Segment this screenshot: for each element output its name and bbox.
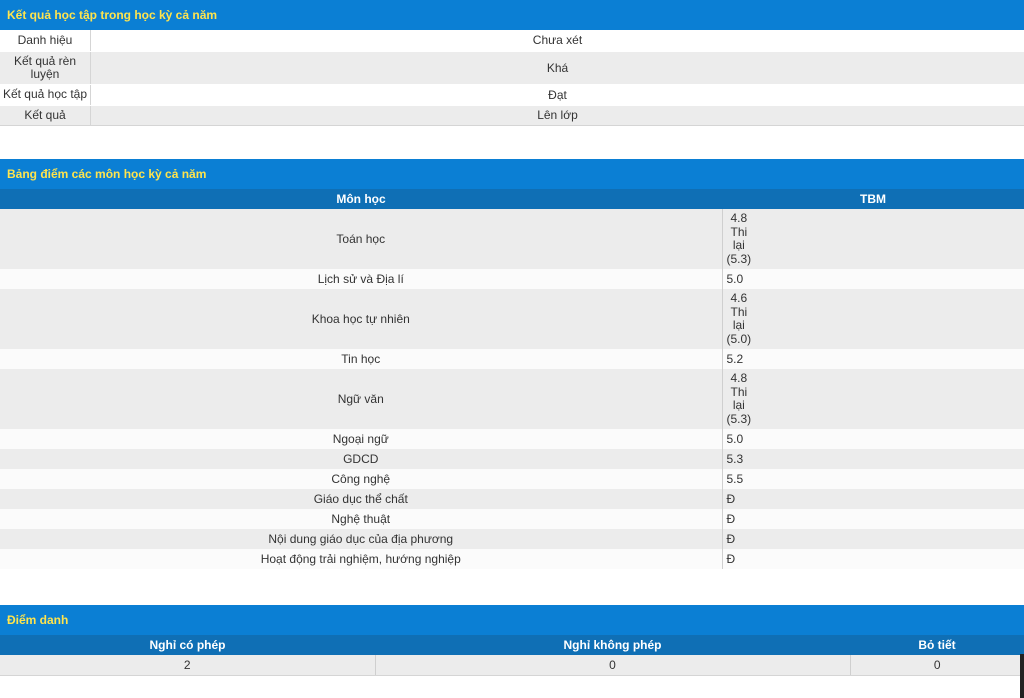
score-value: Đ <box>726 531 736 546</box>
grades-header-row: Môn học TBM <box>0 189 1024 209</box>
retake-note: Thi <box>730 304 748 319</box>
summary-divider <box>0 125 1024 126</box>
skipped-count: 0 <box>850 655 1024 675</box>
subject-score: 5.2 <box>722 349 1024 369</box>
subject-score: 5.5 <box>722 469 1024 489</box>
summary-label: Kết quả học tập <box>0 84 91 106</box>
attendance-divider <box>0 675 1024 676</box>
table-row: Nội dung giáo dục của địa phương Đ <box>0 529 1024 549</box>
score-value: Đ <box>726 511 736 526</box>
summary-row: Danh hiệu Chưa xét <box>0 30 1024 52</box>
column-header-excused[interactable]: Nghỉ có phép <box>0 635 375 655</box>
subject-score: Đ <box>722 489 1024 509</box>
subject-score: Đ <box>722 549 1024 569</box>
column-header-tbm[interactable]: TBM <box>722 189 1024 209</box>
subject-score: Đ <box>722 509 1024 529</box>
table-row: Hoạt động trải nghiệm, hướng nghiệp Đ <box>0 549 1024 569</box>
summary-label: Kết quả rèn luyện <box>0 51 91 85</box>
table-row: Giáo dục thể chất Đ <box>0 489 1024 509</box>
summary-value: Chưa xét <box>90 30 1024 52</box>
table-row: Tin học 5.2 <box>0 349 1024 369</box>
summary-section-header: Kết quả học tập trong học kỳ cả năm <box>0 0 1024 30</box>
subject-name: Toán học <box>0 209 723 269</box>
summary-label: Kết quả <box>0 105 91 126</box>
table-row: Ngoại ngữ 5.0 <box>0 429 1024 449</box>
excused-count: 2 <box>0 655 376 675</box>
subject-score: 5.0 <box>722 429 1024 449</box>
summary-label: Danh hiệu <box>0 30 91 52</box>
summary-table: Danh hiệu Chưa xét Kết quả rèn luyện Khá… <box>0 30 1024 126</box>
subject-name: Công nghệ <box>0 469 723 489</box>
table-row: Nghệ thuật Đ <box>0 509 1024 529</box>
subject-score: 4.8 Thi lại (5.3) <box>722 369 1024 429</box>
column-header-subject[interactable]: Môn học <box>0 189 722 209</box>
subject-name: Nghệ thuật <box>0 509 723 529</box>
retake-note: lại <box>732 318 745 332</box>
score-value: 5.0 <box>726 431 744 446</box>
column-header-unexcused[interactable]: Nghỉ không phép <box>375 635 850 655</box>
subject-score: 4.6 Thi lại (5.0) <box>722 289 1024 349</box>
retake-note: Thi <box>730 224 748 239</box>
summary-row: Kết quả rèn luyện Khá <box>0 51 1024 85</box>
summary-value: Đạt <box>90 84 1024 106</box>
grades-table: Môn học TBM Toán học 4.8 Thi lại (5.3) Lịch s… <box>0 189 1024 569</box>
subject-name: Giáo dục thể chất <box>0 489 723 509</box>
score-value: 5.2 <box>726 351 744 366</box>
score-value: 4.6 <box>730 291 748 305</box>
score-value: Đ <box>726 551 736 566</box>
score-value: 5.5 <box>726 471 744 486</box>
retake-note: (5.3) <box>726 251 752 266</box>
table-row: Toán học 4.8 Thi lại (5.3) <box>0 209 1024 269</box>
score-value: 4.8 <box>730 371 748 385</box>
subject-name: Ngoại ngữ <box>0 429 723 449</box>
attendance-section-header: Điểm danh <box>0 605 1024 635</box>
score-value: 5.3 <box>726 451 744 466</box>
subject-name: Lịch sử và Địa lí <box>0 269 723 289</box>
score-value: 5.0 <box>726 271 744 286</box>
retake-note: lại <box>732 238 745 252</box>
subject-name: Ngữ văn <box>0 369 723 429</box>
subject-score: 5.0 <box>722 269 1024 289</box>
summary-row: Kết quả học tập Đạt <box>0 84 1024 106</box>
column-header-skipped[interactable]: Bỏ tiết <box>850 635 1024 655</box>
summary-row: Kết quả Lên lớp <box>0 105 1024 126</box>
subject-name: Hoạt động trải nghiệm, hướng nghiệp <box>0 549 723 569</box>
table-row: Khoa học tự nhiên 4.6 Thi lại (5.0) <box>0 289 1024 349</box>
attendance-header-row: Nghỉ có phép Nghỉ không phép Bỏ tiết <box>0 635 1024 655</box>
retake-note: Thi <box>730 384 748 399</box>
summary-value: Lên lớp <box>90 105 1024 126</box>
summary-value: Khá <box>90 51 1024 85</box>
subject-score: 4.8 Thi lại (5.3) <box>722 209 1024 269</box>
score-value: 4.8 <box>730 211 748 225</box>
subject-score: 5.3 <box>722 449 1024 469</box>
attendance-table: Nghỉ có phép Nghỉ không phép Bỏ tiết 2 0… <box>0 635 1024 675</box>
table-row: Công nghệ 5.5 <box>0 469 1024 489</box>
unexcused-count: 0 <box>375 655 851 675</box>
table-row: GDCD 5.3 <box>0 449 1024 469</box>
subject-name: Nội dung giáo dục của địa phương <box>0 529 723 549</box>
grades-section-header: Bảng điểm các môn học kỳ cả năm <box>0 159 1024 189</box>
subject-name: Khoa học tự nhiên <box>0 289 723 349</box>
retake-note: (5.0) <box>726 331 752 346</box>
subject-score: Đ <box>722 529 1024 549</box>
subject-name: Tin học <box>0 349 723 369</box>
attendance-row: 2 0 0 <box>0 655 1024 675</box>
table-row: Lịch sử và Địa lí 5.0 <box>0 269 1024 289</box>
score-value: Đ <box>726 491 736 506</box>
retake-note: lại <box>732 398 745 412</box>
table-row: Ngữ văn 4.8 Thi lại (5.3) <box>0 369 1024 429</box>
retake-note: (5.3) <box>726 411 752 426</box>
subject-name: GDCD <box>0 449 723 469</box>
scrollbar-edge[interactable] <box>1020 654 1024 698</box>
